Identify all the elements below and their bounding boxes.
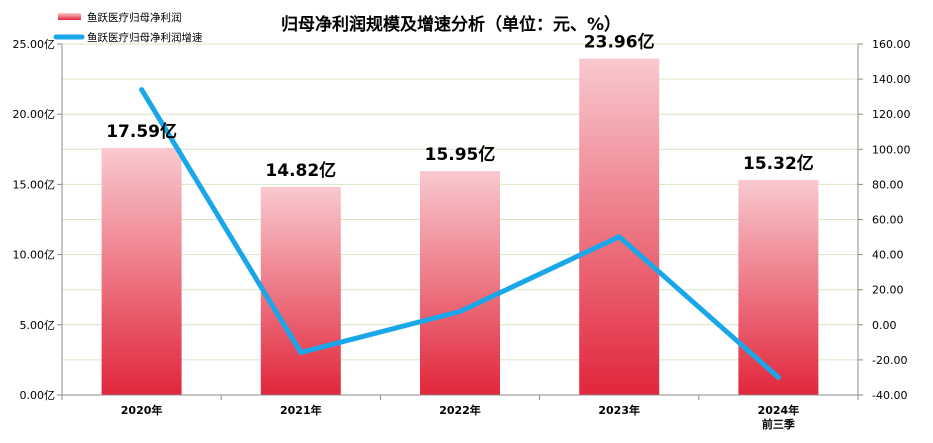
bar bbox=[579, 59, 659, 395]
left-axis-tick-label: 20.00亿 bbox=[13, 108, 56, 121]
legend: 鱼跃医疗归母净利润 鱼跃医疗归母净利润增速 bbox=[56, 11, 203, 44]
legend-label-growth: 鱼跃医疗归母净利润增速 bbox=[87, 31, 203, 44]
x-axis-category-label: 2022年 bbox=[439, 403, 481, 417]
bar-series bbox=[102, 59, 819, 395]
right-axis-tick-label: 20.00 bbox=[872, 284, 904, 297]
bar-value-label: 17.59亿 bbox=[106, 121, 177, 142]
right-axis-tick-label: 100.00 bbox=[872, 143, 911, 156]
legend-item-net-profit: 鱼跃医疗归母净利润 bbox=[58, 11, 182, 24]
bar bbox=[102, 148, 182, 395]
bar bbox=[261, 187, 341, 395]
bar-value-label: 14.82亿 bbox=[265, 160, 336, 181]
bar bbox=[738, 180, 818, 395]
right-axis-tick-label: 80.00 bbox=[872, 178, 904, 191]
legend-label-net-profit: 鱼跃医疗归母净利润 bbox=[87, 11, 182, 24]
right-axis-tick-label: 40.00 bbox=[872, 249, 904, 262]
legend-item-growth: 鱼跃医疗归母净利润增速 bbox=[56, 31, 203, 44]
bar-value-label: 15.95亿 bbox=[425, 144, 496, 165]
bar-value-label: 15.32亿 bbox=[743, 153, 814, 174]
x-axis-category-label: 2023年 bbox=[598, 403, 640, 417]
right-axis-tick-label: 140.00 bbox=[872, 73, 911, 86]
x-axis-category-label: 2021年 bbox=[280, 403, 322, 417]
left-axis-tick-label: 5.00亿 bbox=[20, 319, 56, 332]
left-axis-tick-label: 0.00亿 bbox=[20, 389, 56, 402]
bar bbox=[420, 171, 500, 395]
right-axis-tick-label: -20.00 bbox=[872, 354, 907, 367]
left-axis-tick-label: 25.00亿 bbox=[13, 38, 56, 51]
x-axis-category-label: 2020年 bbox=[121, 403, 163, 417]
left-axis-tick-label: 15.00亿 bbox=[13, 178, 56, 191]
right-axis-tick-label: 0.00 bbox=[872, 319, 897, 332]
legend-swatch-bar bbox=[58, 13, 81, 20]
right-axis-tick-label: 120.00 bbox=[872, 108, 911, 121]
right-axis-tick-label: 60.00 bbox=[872, 214, 904, 227]
x-axis-category-label: 2024年前三季 bbox=[758, 403, 800, 431]
left-axis-tick-label: 10.00亿 bbox=[13, 249, 56, 262]
right-axis-tick-label: -40.00 bbox=[872, 389, 907, 402]
chart-title: 归母净利润规模及增速分析（单位：元、%） bbox=[281, 14, 621, 35]
right-axis-tick-label: 160.00 bbox=[872, 38, 911, 51]
